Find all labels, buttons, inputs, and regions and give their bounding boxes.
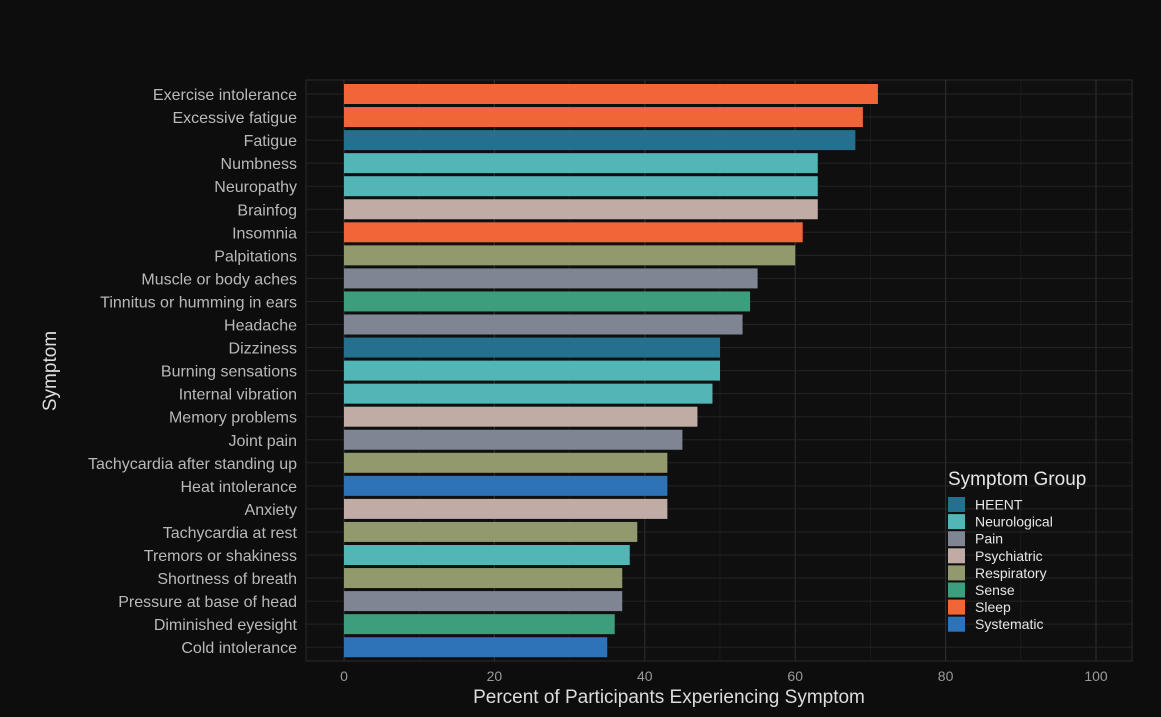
- legend-swatch: [948, 514, 965, 530]
- y-tick-label: Memory problems: [169, 410, 297, 427]
- legend-swatch: [948, 616, 965, 632]
- legend-swatch: [948, 548, 965, 564]
- bar: [344, 176, 818, 197]
- bar: [344, 360, 720, 381]
- y-tick-label: Anxiety: [245, 502, 297, 519]
- legend-swatch: [948, 497, 965, 512]
- bar: [344, 199, 818, 220]
- bar: [344, 222, 803, 243]
- bar: [344, 637, 608, 658]
- y-tick-label: Cold intolerance: [181, 640, 297, 657]
- y-tick-label: Tremors or shakiness: [144, 548, 297, 565]
- x-axis-title: Percent of Participants Experiencing Sym…: [473, 687, 865, 708]
- legend-label: HEENT: [975, 497, 1023, 513]
- legend-title: Symptom Group: [948, 469, 1086, 490]
- x-tick-label: 60: [787, 668, 803, 684]
- x-tick-label: 20: [487, 668, 503, 684]
- y-tick-label: Neuropathy: [214, 179, 297, 196]
- bar: [344, 130, 856, 151]
- y-tick-label: Exercise intolerance: [153, 87, 297, 104]
- bar: [344, 521, 638, 542]
- bar: [344, 591, 623, 612]
- bar: [344, 84, 878, 104]
- bar: [344, 383, 713, 404]
- bar: [344, 268, 758, 289]
- legend-label: Sleep: [975, 599, 1011, 615]
- y-tick-label: Insomnia: [232, 225, 297, 242]
- y-tick-label: Tinnitus or humming in ears: [100, 294, 297, 311]
- bar: [344, 245, 796, 266]
- bar: [344, 452, 668, 473]
- y-tick-label: Numbness: [221, 156, 297, 173]
- y-tick-label: Muscle or body aches: [141, 271, 297, 288]
- bar: [344, 314, 743, 335]
- bar: [344, 429, 683, 450]
- legend-swatch: [948, 582, 965, 598]
- y-tick-label: Dizziness: [229, 341, 297, 358]
- bar: [344, 614, 615, 635]
- x-tick-label: 40: [637, 668, 653, 684]
- x-tick-labels: 0 20 40 60 80 100: [340, 668, 1108, 684]
- legend-label: Pain: [975, 531, 1003, 547]
- bar: [344, 406, 698, 427]
- legend: Symptom Group HEENTNeurologicalPainPsych…: [948, 469, 1086, 632]
- y-tick-label: Diminished eyesight: [154, 617, 298, 634]
- x-tick-label: 80: [938, 668, 954, 684]
- legend-label: Psychiatric: [975, 548, 1043, 564]
- bar: [344, 475, 668, 496]
- y-tick-label: Internal vibration: [179, 387, 297, 404]
- legend-swatch: [948, 565, 965, 581]
- bar: [344, 545, 630, 565]
- legend-swatch: [948, 599, 965, 615]
- y-tick-label: Tachycardia at rest: [163, 525, 298, 542]
- bar: [344, 153, 818, 174]
- legend-label: Neurological: [975, 514, 1053, 530]
- legend-label: Respiratory: [975, 565, 1047, 581]
- bar: [344, 291, 751, 312]
- y-tick-label: Tachycardia after standing up: [88, 456, 297, 473]
- y-tick-labels: Exercise intolerance Excessive fatigue Fat…: [88, 87, 298, 657]
- y-tick-label: Burning sensations: [161, 364, 297, 381]
- bar: [344, 568, 623, 589]
- y-tick-label: Headache: [224, 318, 297, 335]
- bar: [344, 337, 720, 358]
- y-tick-label: Heat intolerance: [180, 479, 297, 496]
- x-tick-label: 0: [340, 668, 348, 684]
- x-tick-label: 100: [1084, 668, 1108, 684]
- y-tick-label: Joint pain: [229, 433, 298, 450]
- bar: [344, 107, 863, 128]
- y-tick-label: Shortness of breath: [157, 571, 297, 588]
- legend-label: Systematic: [975, 616, 1043, 632]
- y-tick-label: Excessive fatigue: [172, 110, 297, 127]
- legend-label: Sense: [975, 582, 1015, 598]
- bar: [344, 498, 668, 519]
- y-tick-label: Fatigue: [244, 133, 297, 150]
- legend-swatch: [948, 531, 965, 547]
- bars: [344, 84, 878, 658]
- y-tick-label: Brainfog: [237, 202, 297, 219]
- y-tick-label: Pressure at base of head: [118, 594, 297, 611]
- y-axis-title: Symptom: [40, 331, 61, 411]
- y-tick-label: Palpitations: [214, 248, 297, 265]
